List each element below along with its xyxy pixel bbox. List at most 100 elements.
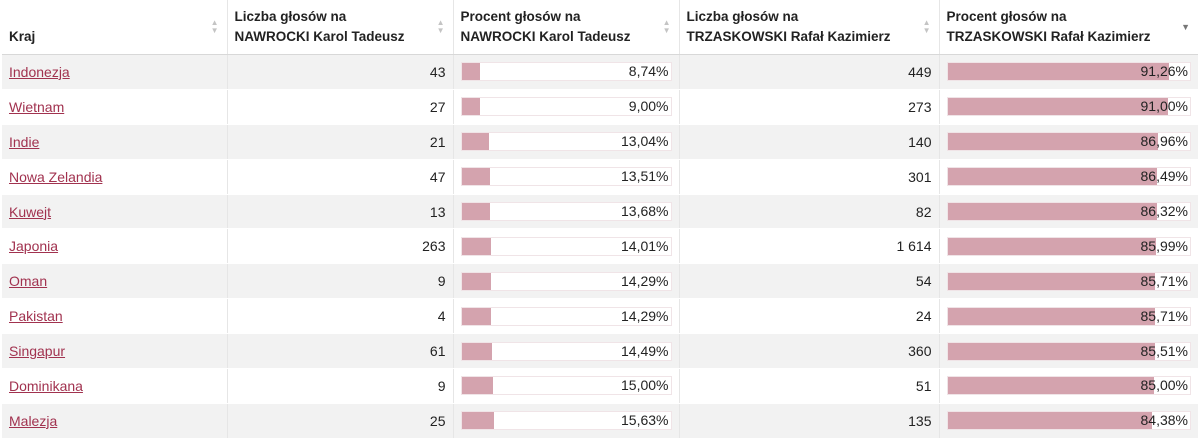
nawrocki-votes-cell: 21: [227, 124, 454, 160]
country-cell: Singapur: [2, 333, 228, 370]
trzaskowski-votes-cell: 301: [679, 159, 940, 195]
header-row: Kraj ▲ ▼ Liczba głosów na NAWROCKI Karol Tad…: [2, 0, 1198, 55]
trzaskowski-votes-cell: 54: [679, 263, 940, 300]
country-link[interactable]: Oman: [9, 273, 48, 290]
percent-bar: 13,68%: [460, 202, 672, 221]
nawrocki-percent-cell: 13,04%: [453, 124, 680, 160]
column-header-line1: Liczba głosów na: [686, 9, 799, 24]
nawrocki-votes-cell: 4: [227, 298, 454, 335]
percent-bar-fill: [947, 342, 1155, 360]
table-body: Indonezja 43 8,74% 449 91,26% Wietnam 27 9,00% 2…: [2, 54, 1198, 439]
column-header-label: Kraj: [9, 7, 203, 47]
column-header-label: Procent głosów na TRZASKOWSKI Rafał Kazim…: [947, 7, 1175, 47]
percent-bar: 86,49%: [946, 167, 1191, 187]
percent-bar-fill: [461, 168, 490, 186]
percent-bar-fill: [947, 63, 1169, 81]
nawrocki-percent-cell: 14,01%: [453, 228, 680, 265]
table-row: Wietnam 27 9,00% 273 91,00%: [2, 89, 1198, 125]
table-row: Pakistan 4 14,29% 24 85,71%: [2, 298, 1198, 335]
percent-bar: 84,38%: [946, 411, 1191, 431]
sort-updown-icon[interactable]: ▲ ▼: [210, 18, 219, 35]
percent-bar: 91,00%: [946, 97, 1191, 117]
country-link[interactable]: Malezja: [9, 412, 58, 429]
sort-desc-icon[interactable]: ▼: [1181, 22, 1190, 32]
sort-updown-icon[interactable]: ▲ ▼: [922, 18, 931, 35]
percent-label: 86,96%: [1140, 133, 1188, 150]
percent-bar: 85,51%: [946, 341, 1191, 361]
country-link[interactable]: Indonezja: [9, 63, 70, 80]
percent-bar: 14,29%: [460, 271, 672, 291]
percent-bar: 85,71%: [946, 271, 1191, 291]
column-header-p1[interactable]: Procent głosów na NAWROCKI Karol Tadeusz ▲…: [453, 0, 680, 55]
percent-bar: 14,49%: [460, 341, 672, 361]
percent-label: 14,49%: [621, 342, 669, 359]
sort-updown-icon[interactable]: ▲ ▼: [436, 18, 445, 35]
percent-label: 85,51%: [1140, 342, 1188, 359]
percent-bar-fill: [947, 203, 1157, 220]
nawrocki-percent-cell: 14,29%: [453, 298, 680, 335]
percent-bar: 14,01%: [460, 236, 672, 256]
country-link[interactable]: Kuwejt: [9, 203, 52, 220]
country-cell: Wietnam: [2, 89, 228, 125]
trzaskowski-percent-cell: 91,26%: [939, 54, 1198, 90]
percent-label: 84,38%: [1140, 412, 1188, 429]
percent-bar: 85,99%: [946, 236, 1191, 256]
table-row: Malezja 25 15,63% 135 84,38%: [2, 403, 1198, 439]
percent-bar-fill: [461, 133, 489, 151]
percent-bar-fill: [461, 98, 481, 116]
column-header-n1[interactable]: Liczba głosów na NAWROCKI Karol Tadeusz ▲ ▼: [227, 0, 454, 55]
table-row: Singapur 61 14,49% 360 85,51%: [2, 333, 1198, 370]
percent-bar: 9,00%: [460, 97, 672, 117]
trzaskowski-percent-cell: 84,38%: [939, 403, 1198, 439]
column-header-label: Liczba głosów na TRZASKOWSKI Rafał Kazimi…: [687, 7, 915, 47]
column-header-line2: TRZASKOWSKI Rafał Kazimierz: [686, 29, 891, 44]
percent-bar-fill: [461, 237, 491, 255]
percent-bar: 91,26%: [946, 62, 1191, 82]
percent-label: 91,00%: [1140, 98, 1188, 115]
trzaskowski-percent-cell: 86,96%: [939, 124, 1198, 160]
country-link[interactable]: Dominikana: [9, 377, 83, 394]
nawrocki-votes-cell: 9: [227, 368, 454, 404]
column-header-line1: Procent głosów na: [460, 9, 581, 24]
trzaskowski-votes-cell: 1 614: [679, 228, 940, 265]
nawrocki-percent-cell: 9,00%: [453, 89, 680, 125]
country-cell: Malezja: [2, 403, 228, 439]
nawrocki-votes-cell: 27: [227, 89, 454, 125]
country-link[interactable]: Wietnam: [9, 98, 65, 115]
percent-label: 14,29%: [621, 307, 669, 324]
column-header-line2: TRZASKOWSKI Rafał Kazimierz: [946, 29, 1151, 44]
percent-bar: 85,00%: [946, 376, 1191, 396]
country-link[interactable]: Singapur: [9, 343, 66, 360]
percent-bar-fill: [461, 342, 492, 360]
percent-bar-fill: [461, 203, 491, 220]
percent-label: 85,00%: [1140, 377, 1188, 394]
country-link[interactable]: Indie: [9, 133, 40, 150]
nawrocki-votes-cell: 43: [227, 54, 454, 90]
trzaskowski-votes-cell: 135: [679, 403, 940, 439]
trzaskowski-percent-cell: 85,71%: [939, 263, 1198, 300]
table-header: Kraj ▲ ▼ Liczba głosów na NAWROCKI Karol Tad…: [2, 0, 1198, 55]
percent-bar: 86,96%: [946, 132, 1191, 152]
nawrocki-votes-cell: 263: [227, 228, 454, 265]
table-row: Nowa Zelandia 47 13,51% 301 86,49%: [2, 159, 1198, 195]
trzaskowski-percent-cell: 86,32%: [939, 194, 1198, 230]
nawrocki-percent-cell: 14,49%: [453, 333, 680, 370]
nawrocki-votes-cell: 9: [227, 263, 454, 300]
country-link[interactable]: Pakistan: [9, 308, 63, 325]
trzaskowski-votes-cell: 140: [679, 124, 940, 160]
column-header-n2[interactable]: Liczba głosów na TRZASKOWSKI Rafał Kazimi…: [679, 0, 940, 55]
column-header-line2: NAWROCKI Karol Tadeusz: [460, 29, 631, 44]
nawrocki-percent-cell: 15,63%: [453, 403, 680, 439]
percent-label: 15,63%: [621, 412, 669, 429]
column-header-kraj[interactable]: Kraj ▲ ▼: [2, 0, 228, 55]
trzaskowski-percent-cell: 85,51%: [939, 333, 1198, 370]
country-link[interactable]: Japonia: [9, 238, 59, 255]
country-link[interactable]: Nowa Zelandia: [9, 168, 103, 185]
sort-updown-icon[interactable]: ▲ ▼: [662, 18, 671, 35]
percent-bar: 13,04%: [460, 132, 672, 152]
trzaskowski-votes-cell: 51: [679, 368, 940, 404]
column-header-p2[interactable]: Procent głosów na TRZASKOWSKI Rafał Kazim…: [939, 0, 1198, 55]
percent-bar-fill: [947, 307, 1156, 325]
table-row: Kuwejt 13 13,68% 82 86,32%: [2, 194, 1198, 230]
table-row: Indie 21 13,04% 140 86,96%: [2, 124, 1198, 160]
